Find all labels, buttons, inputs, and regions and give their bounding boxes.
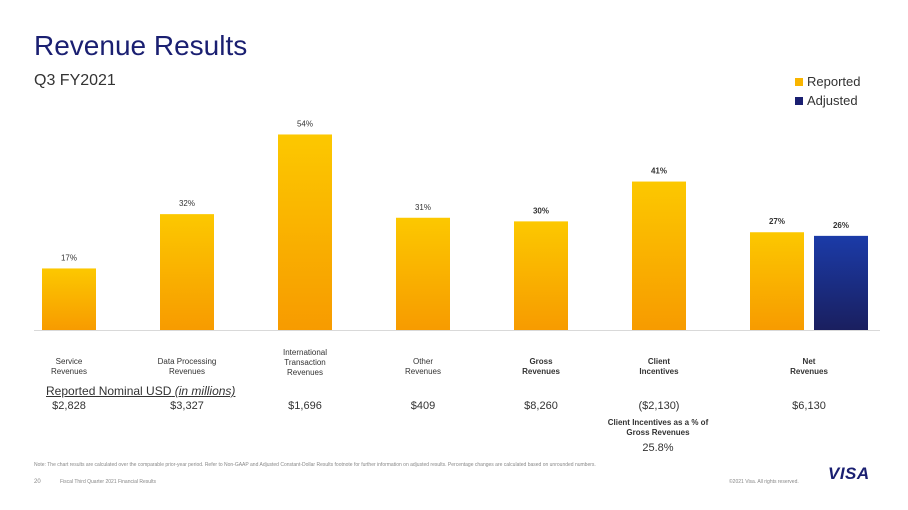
bar-reported-3-label: 31% <box>415 203 431 212</box>
bar-reported-3 <box>396 217 450 330</box>
bar-reported-4 <box>514 221 568 330</box>
client-incentives-pct-value: 25.8% <box>642 442 674 454</box>
nominal-value-1: $3,327 <box>170 400 204 412</box>
nominal-title: Reported Nominal USD (in millions) <box>46 384 235 398</box>
footnote: Note: The chart results are calculated o… <box>34 462 596 468</box>
bar-reported-2 <box>278 134 332 330</box>
chart-legend: Reported Adjusted <box>795 72 860 110</box>
nominal-value-4: $8,260 <box>524 400 558 412</box>
bar-adjusted-6-label: 26% <box>833 221 849 230</box>
revenue-bar-chart: 17% 32% 54% 31% 30% 41% 27% 26% <box>34 119 880 331</box>
bar-adjusted-6 <box>814 235 868 330</box>
copyright: ©2021 Visa. All rights reserved. <box>729 479 799 485</box>
category-label-0: Service Revenues <box>50 357 88 376</box>
legend-swatch-adjusted <box>795 96 803 105</box>
legend-label-adjusted: Adjusted <box>807 93 858 108</box>
category-label-3: Other Revenues <box>404 357 442 376</box>
legend-item-reported: Reported <box>795 72 860 91</box>
bar-reported-5-label: 41% <box>651 167 667 176</box>
nominal-title-text: Reported Nominal USD <box>46 384 172 398</box>
bar-reported-5 <box>632 181 686 330</box>
legend-item-adjusted: Adjusted <box>795 91 860 110</box>
nominal-value-0: $2,828 <box>52 400 86 412</box>
bar-reported-4-label: 30% <box>533 206 549 215</box>
bar-reported-2-label: 54% <box>297 119 313 128</box>
legend-swatch-reported <box>795 77 803 86</box>
nominal-value-3: $409 <box>410 400 436 412</box>
nominal-value-5: ($2,130) <box>638 400 680 412</box>
page-title: Revenue Results <box>34 30 248 61</box>
bar-reported-6-label: 27% <box>769 217 785 226</box>
footer-doc-title: Fiscal Third Quarter 2021 Financial Resu… <box>60 479 157 485</box>
bar-reported-6 <box>750 232 804 330</box>
category-label-6: Net Revenues <box>790 357 828 376</box>
bar-reported-1-label: 32% <box>179 199 195 208</box>
page-subtitle: Q3 FY2021 <box>34 72 116 89</box>
bar-reported-1 <box>160 214 214 330</box>
bar-reported-0 <box>42 268 96 330</box>
category-label-4: Gross Revenues <box>522 357 560 376</box>
nominal-title-suffix: (in millions) <box>174 384 236 398</box>
legend-label-reported: Reported <box>807 74 861 89</box>
visa-logo: VISA <box>828 464 870 483</box>
category-label-5: Client Incentives <box>639 357 679 376</box>
nominal-value-2: $1,696 <box>288 400 322 412</box>
nominal-value-6: $6,130 <box>792 400 826 412</box>
client-incentives-pct-label: Client Incentives as a % of Gross Revenue… <box>607 418 709 437</box>
page-number: 20 <box>34 479 41 485</box>
category-label-2: International Transaction Revenues <box>282 348 328 377</box>
category-label-1: Data Processing Revenues <box>157 357 217 376</box>
bar-reported-0-label: 17% <box>61 253 77 262</box>
